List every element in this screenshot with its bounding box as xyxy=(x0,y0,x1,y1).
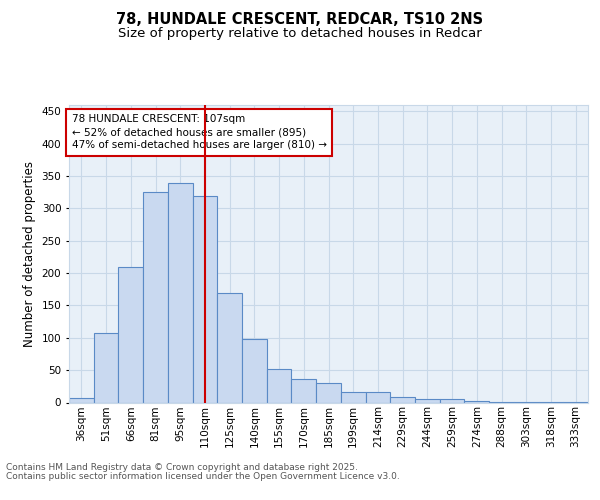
Text: 78, HUNDALE CRESCENT, REDCAR, TS10 2NS: 78, HUNDALE CRESCENT, REDCAR, TS10 2NS xyxy=(116,12,484,28)
Bar xyxy=(316,383,341,402)
Bar xyxy=(464,401,489,402)
Bar xyxy=(94,334,118,402)
Bar xyxy=(415,400,440,402)
Text: Size of property relative to detached houses in Redcar: Size of property relative to detached ho… xyxy=(118,28,482,40)
Bar xyxy=(69,398,94,402)
Bar xyxy=(267,369,292,402)
Bar xyxy=(292,379,316,402)
Bar xyxy=(118,266,143,402)
Bar xyxy=(168,182,193,402)
Bar xyxy=(193,196,217,402)
Y-axis label: Number of detached properties: Number of detached properties xyxy=(23,161,36,347)
Text: Contains public sector information licensed under the Open Government Licence v3: Contains public sector information licen… xyxy=(6,472,400,481)
Bar xyxy=(365,392,390,402)
Bar xyxy=(217,292,242,403)
Bar xyxy=(242,339,267,402)
Text: 78 HUNDALE CRESCENT: 107sqm
← 52% of detached houses are smaller (895)
47% of se: 78 HUNDALE CRESCENT: 107sqm ← 52% of det… xyxy=(71,114,326,150)
Bar xyxy=(341,392,365,402)
Bar xyxy=(143,192,168,402)
Bar xyxy=(390,396,415,402)
Bar xyxy=(440,400,464,402)
Text: Contains HM Land Registry data © Crown copyright and database right 2025.: Contains HM Land Registry data © Crown c… xyxy=(6,464,358,472)
